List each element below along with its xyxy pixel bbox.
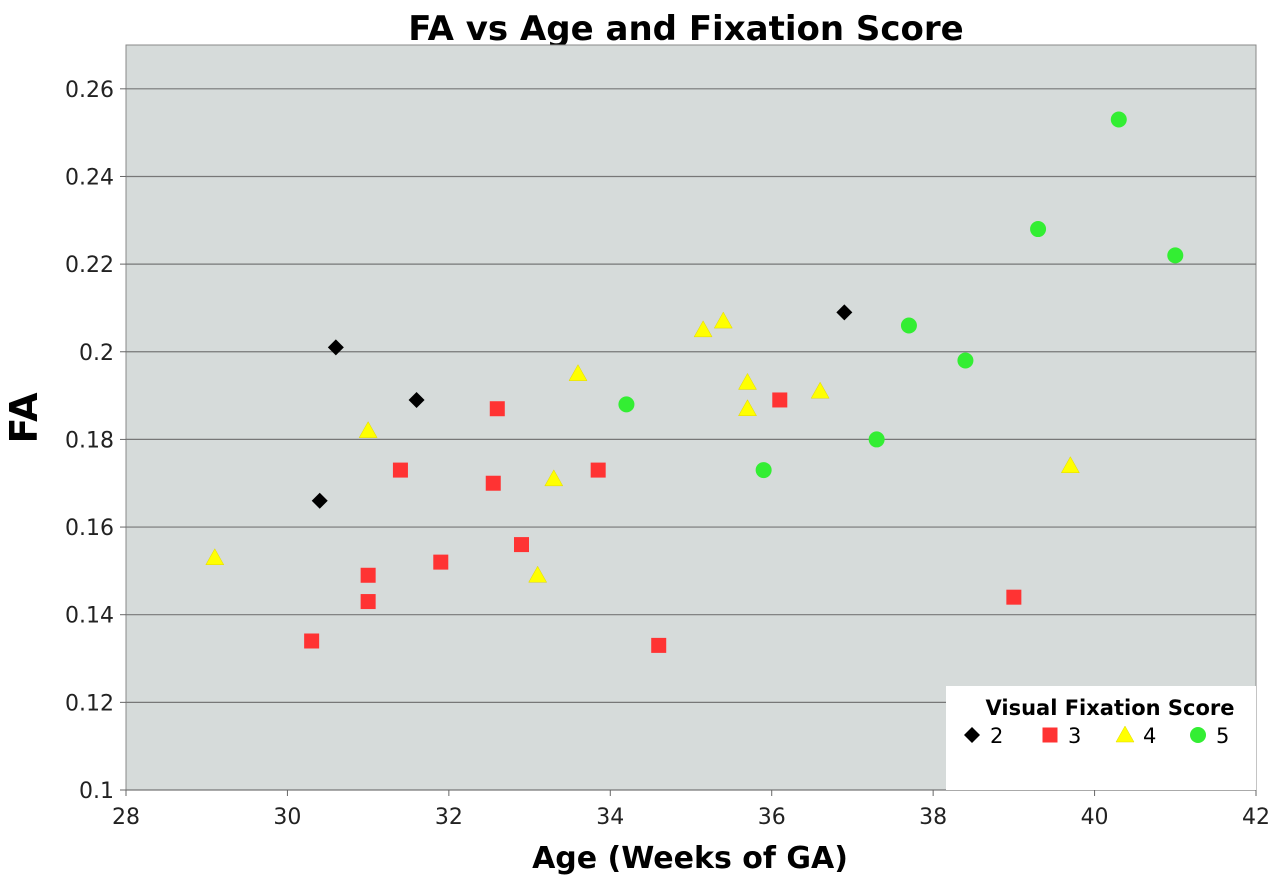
data-point-score-4 xyxy=(713,311,733,329)
data-point-score-4 xyxy=(528,565,548,583)
data-point-score-4 xyxy=(738,372,757,390)
data-point-score-4 xyxy=(205,548,225,565)
legend-label: 5 xyxy=(1216,724,1229,748)
data-point-score-5 xyxy=(900,317,917,334)
data-point-score-3 xyxy=(514,537,529,553)
data-point-score-3 xyxy=(485,475,501,491)
x-axis-ticks: 28 30 32 34 36 38 40 42 xyxy=(112,790,1270,830)
data-point-score-5 xyxy=(1030,221,1047,238)
y-tick-label: 0.16 xyxy=(65,516,114,541)
data-point-score-4 xyxy=(568,364,588,381)
y-tick-label: 0.2 xyxy=(79,341,114,366)
data-point-score-2 xyxy=(311,492,328,509)
plot-area xyxy=(125,44,1257,791)
y-tick-label: 0.24 xyxy=(65,165,114,190)
x-tick-label: 34 xyxy=(596,805,624,830)
data-point-score-5 xyxy=(1110,111,1127,128)
legend-marker-2 xyxy=(964,727,980,743)
legend-label: 4 xyxy=(1143,724,1156,748)
data-point-score-4 xyxy=(693,320,713,338)
data-point-score-3 xyxy=(360,594,376,610)
y-tick-label: 0.1 xyxy=(79,779,114,804)
data-point-score-5 xyxy=(618,396,635,413)
data-point-score-3 xyxy=(590,462,606,478)
data-point-score-3 xyxy=(304,633,320,649)
y-axis-ticks: 0.1 0.12 0.14 0.16 0.18 0.2 0.22 0.24 0.26 xyxy=(65,78,126,804)
data-point-score-3 xyxy=(489,401,505,417)
y-tick-label: 0.18 xyxy=(65,428,114,453)
x-axis-label: Age (Weeks of GA) xyxy=(532,841,848,876)
x-tick-label: 38 xyxy=(919,805,947,830)
x-tick-label: 28 xyxy=(112,805,140,830)
legend-marker-3 xyxy=(1042,727,1058,743)
data-point-score-5 xyxy=(868,431,885,448)
data-point-score-4 xyxy=(1060,456,1080,473)
legend-label: 2 xyxy=(990,724,1003,748)
y-axis-label: FA xyxy=(2,392,46,444)
y-tick-label: 0.22 xyxy=(65,253,114,278)
legend-marker-4 xyxy=(1115,725,1135,743)
data-point-score-3 xyxy=(651,637,667,653)
data-point-score-5 xyxy=(1167,247,1184,264)
data-point-score-4 xyxy=(738,399,757,416)
data-point-score-5 xyxy=(957,352,974,369)
y-tick-label: 0.14 xyxy=(65,604,114,629)
chart-title: FA vs Age and Fixation Score xyxy=(408,9,963,49)
x-tick-label: 36 xyxy=(758,805,786,830)
data-point-score-2 xyxy=(408,391,425,408)
y-tick-label: 0.12 xyxy=(65,691,114,716)
data-point-score-3 xyxy=(360,567,376,583)
data-point-score-5 xyxy=(755,462,772,479)
data-point-score-4 xyxy=(810,381,830,399)
data-point-score-4 xyxy=(358,421,378,438)
data-point-score-3 xyxy=(392,462,408,478)
legend-marker-5 xyxy=(1190,727,1206,743)
data-points xyxy=(205,111,1184,653)
data-point-score-3 xyxy=(772,392,788,408)
gridlines xyxy=(126,88,1256,791)
data-point-score-2 xyxy=(836,304,853,321)
x-tick-label: 32 xyxy=(435,805,463,830)
data-point-score-3 xyxy=(1006,589,1022,605)
data-point-score-4 xyxy=(544,469,564,487)
x-tick-label: 30 xyxy=(273,805,301,830)
legend-title: Visual Fixation Score xyxy=(986,696,1235,720)
data-point-score-3 xyxy=(433,554,449,570)
legend-label: 3 xyxy=(1068,724,1081,748)
y-tick-label: 0.26 xyxy=(65,78,114,103)
data-point-score-2 xyxy=(327,339,344,356)
legend: Visual Fixation Score 2 3 4 5 xyxy=(946,686,1256,790)
x-tick-label: 40 xyxy=(1081,805,1109,830)
x-tick-label: 42 xyxy=(1242,805,1270,830)
